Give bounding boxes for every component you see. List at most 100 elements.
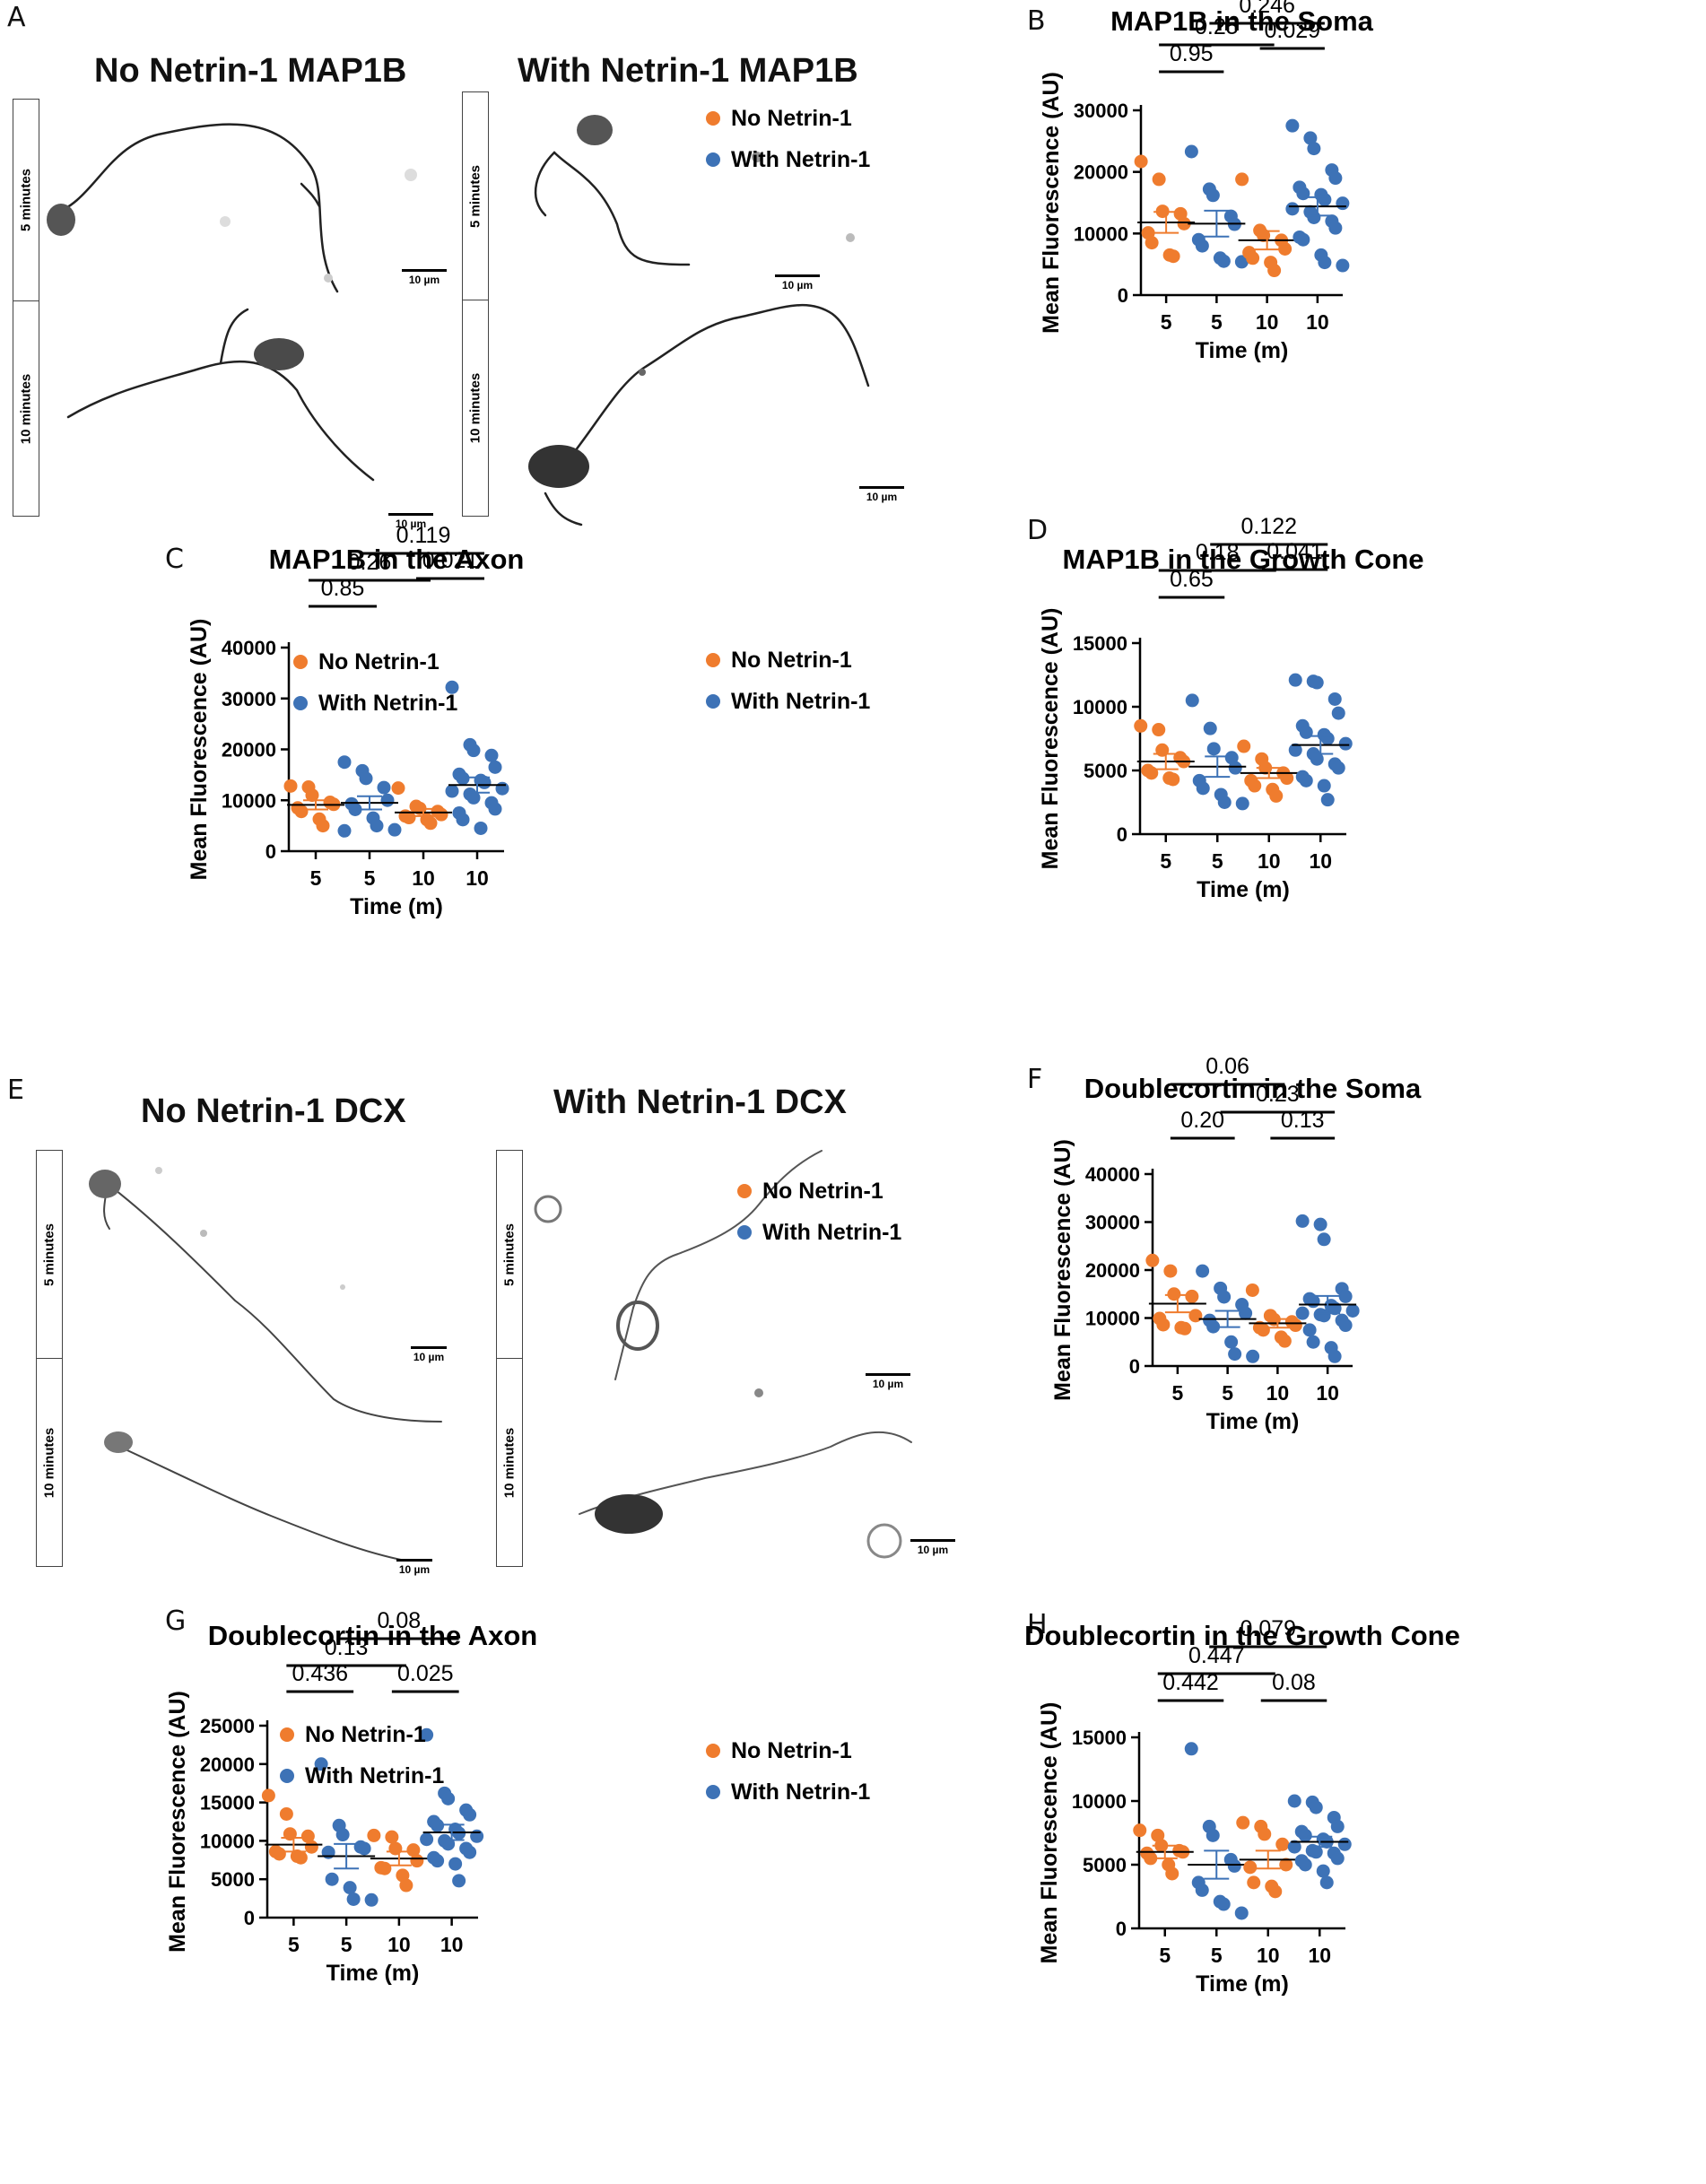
row-label-5min: 5 minutes xyxy=(501,1223,518,1286)
data-point xyxy=(316,819,330,833)
data-point xyxy=(1317,1309,1331,1323)
p-value-label: 0.25 xyxy=(1195,14,1239,39)
y-tick-label: 40000 xyxy=(222,637,276,659)
x-axis-label: Time (m) xyxy=(1206,1409,1300,1434)
data-point xyxy=(1178,1321,1192,1336)
data-point xyxy=(1287,1794,1301,1808)
p-value-label: 0.85 xyxy=(321,576,365,601)
data-point xyxy=(1224,751,1239,765)
y-axis-label: Mean Fluorescence (AU) xyxy=(1037,1702,1062,1964)
data-point xyxy=(463,1845,477,1859)
data-point xyxy=(1217,796,1232,809)
data-point xyxy=(1206,1319,1221,1334)
y-tick-label: 15000 xyxy=(200,1792,255,1814)
y-tick-label: 0 xyxy=(1129,1355,1140,1378)
data-point xyxy=(279,1806,293,1821)
row-label-10min: 10 minutes xyxy=(467,372,483,444)
legend-marker xyxy=(706,653,720,667)
neuron-image xyxy=(534,1150,912,1559)
data-point xyxy=(1185,1289,1199,1303)
data-point xyxy=(1163,1264,1178,1278)
legend-marker xyxy=(706,1744,720,1758)
y-axis-label: Mean Fluorescence (AU) xyxy=(187,619,212,881)
data-point xyxy=(463,1807,477,1822)
data-point xyxy=(466,744,481,758)
scale-bar: 10 µm xyxy=(861,1373,915,1390)
data-point xyxy=(1167,1287,1181,1301)
data-point xyxy=(1145,236,1159,250)
legend-label: With Netrin-1 xyxy=(731,1779,870,1805)
data-point xyxy=(1320,793,1335,807)
x-tick-label: 10 xyxy=(1306,310,1329,334)
data-point xyxy=(293,1850,308,1865)
p-value-label: 0.08 xyxy=(1272,1670,1316,1695)
data-point xyxy=(325,1872,339,1886)
data-point xyxy=(1296,187,1310,201)
data-point xyxy=(1328,221,1343,235)
chart-map1b-axon: MAP1B in the Axon 0 10000 20000 30000 40000 5 5… xyxy=(187,523,524,919)
p-value-label: 0.119 xyxy=(396,523,451,548)
data-point xyxy=(1243,1860,1258,1875)
y-tick-label: 30000 xyxy=(1074,100,1128,122)
row-label-5min: 5 minutes xyxy=(467,164,483,228)
data-point xyxy=(1268,1884,1283,1899)
data-point xyxy=(1317,1232,1331,1247)
data-point xyxy=(305,788,319,803)
cell-body xyxy=(104,1431,133,1453)
data-point xyxy=(387,822,402,837)
data-point xyxy=(1275,1837,1290,1851)
data-point xyxy=(314,1757,328,1771)
y-tick-label: 15000 xyxy=(1073,632,1127,655)
data-point xyxy=(488,802,502,816)
panel-label-h: H xyxy=(1027,1609,1048,1640)
p-value-label: 0.021 xyxy=(422,548,479,573)
data-point xyxy=(1236,1815,1250,1830)
panel-e-right-row-strip: 5 minutes 10 minutes xyxy=(496,1150,523,1567)
data-point xyxy=(1166,772,1180,787)
data-point xyxy=(474,821,488,835)
data-point xyxy=(1307,210,1321,224)
data-point xyxy=(1338,1318,1353,1333)
data-point xyxy=(357,1841,371,1856)
neuron-image xyxy=(89,1167,442,1562)
data-point xyxy=(1327,1349,1342,1363)
p-value-label: 0.442 xyxy=(1162,1670,1219,1695)
data-point xyxy=(283,779,298,793)
data-point xyxy=(1317,779,1331,793)
data-point xyxy=(378,1861,392,1875)
data-point xyxy=(1196,781,1210,796)
y-axis-label: Mean Fluorescence (AU) xyxy=(1039,72,1064,334)
y-tick-label: 10000 xyxy=(1085,1308,1140,1330)
chart-map1b-growth-cone: MAP1B in the Growth Cone0500010000150005… xyxy=(706,514,1424,902)
data-point xyxy=(1185,693,1199,708)
panel-a-left-title: No Netrin-1 MAP1B xyxy=(94,52,407,90)
data-point xyxy=(1319,1875,1334,1890)
x-axis-label: Time (m) xyxy=(350,894,443,919)
x-tick-label: 10 xyxy=(412,866,435,890)
panel-label-d: D xyxy=(1027,515,1049,546)
x-tick-label: 10 xyxy=(1316,1381,1339,1405)
p-value-label: 0.246 xyxy=(1239,0,1295,18)
data-point xyxy=(1217,1290,1232,1304)
data-point xyxy=(1234,1906,1249,1920)
panel-e-left-row-strip: 5 minutes 10 minutes xyxy=(36,1150,63,1567)
data-point xyxy=(377,780,391,795)
data-point xyxy=(1331,761,1345,775)
y-tick-label: 30000 xyxy=(222,688,276,710)
x-tick-label: 10 xyxy=(1256,310,1279,334)
data-point xyxy=(488,760,502,774)
data-point xyxy=(1279,1858,1293,1872)
data-point xyxy=(1328,171,1343,186)
data-point xyxy=(1295,1214,1310,1228)
x-tick-label: 5 xyxy=(288,1933,300,1956)
data-point xyxy=(1285,202,1300,216)
data-point xyxy=(1227,1858,1241,1873)
data-point xyxy=(1228,761,1242,775)
data-point xyxy=(1156,1318,1171,1332)
y-tick-label: 15000 xyxy=(1072,1727,1127,1749)
y-tick-label: 20000 xyxy=(200,1753,255,1776)
p-value-label: 0.029 xyxy=(1264,18,1320,43)
legend-label: With Netrin-1 xyxy=(318,691,457,716)
data-point xyxy=(452,1874,466,1888)
panel-a-left-row-strip: 5 minutes 10 minutes xyxy=(13,99,39,517)
